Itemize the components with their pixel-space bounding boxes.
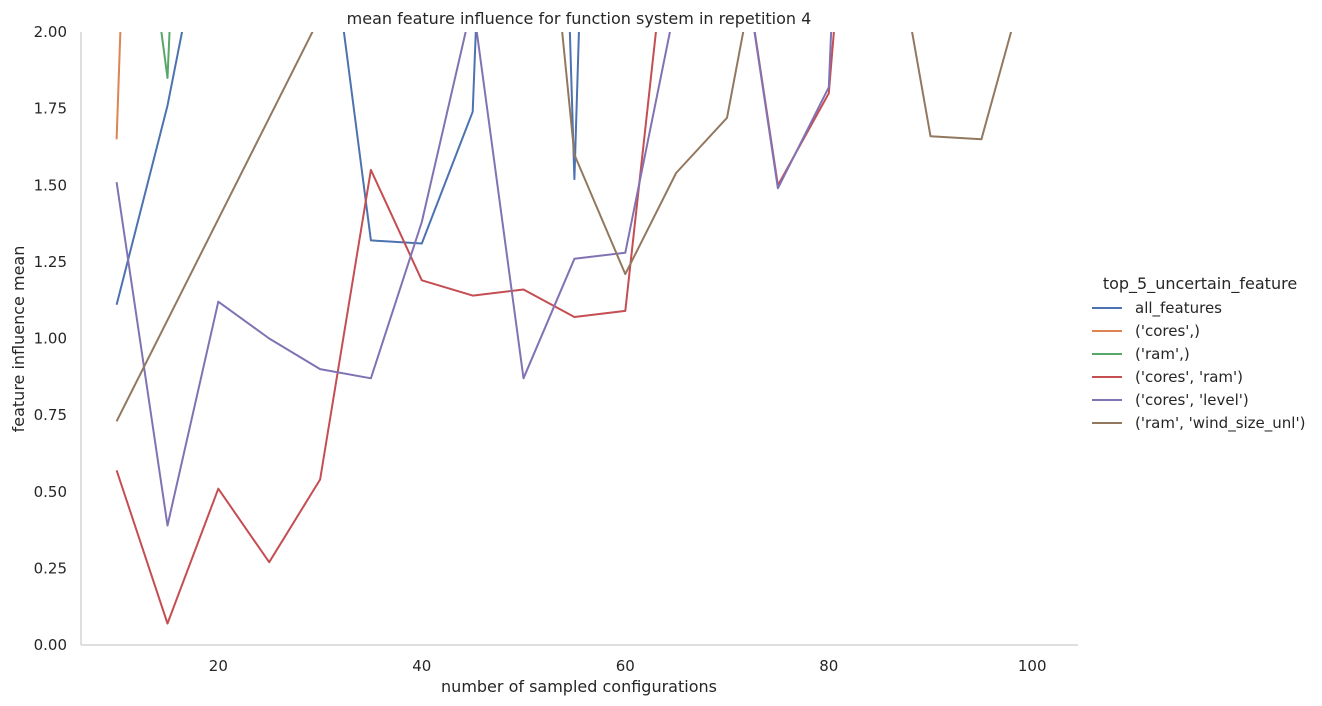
y-tick-label: 1.75 [34, 100, 67, 118]
series-line [115, 32, 833, 527]
x-tick-label: 40 [412, 657, 431, 675]
y-tick-label: 0.00 [34, 636, 67, 654]
y-tick-label: 1.00 [34, 330, 67, 348]
series-layer [115, 32, 1013, 625]
series-line [160, 32, 171, 79]
series-line [115, 32, 580, 306]
x-tick-label: 100 [1018, 657, 1047, 675]
x-axis-title: number of sampled configurations [441, 677, 717, 696]
x-tick-labels: 20 40 60 80 100 [209, 657, 1047, 675]
y-tick-label: 2.00 [34, 23, 67, 41]
legend-label: ('ram',) [1135, 345, 1190, 363]
legend-label: ('cores',) [1135, 322, 1200, 340]
legend-label: ('cores', 'level') [1135, 391, 1249, 409]
y-tick-label: 0.50 [34, 483, 67, 501]
x-tick-label: 20 [209, 657, 228, 675]
legend-label: ('ram', 'wind_size_unl') [1135, 414, 1305, 433]
legend-label: ('cores', 'ram') [1135, 368, 1243, 386]
series-line [115, 32, 835, 625]
y-tick-label: 1.50 [34, 176, 67, 194]
series-line [115, 32, 1013, 422]
chart-title: mean feature influence for function syst… [347, 9, 812, 28]
y-tick-label: 0.25 [34, 559, 67, 577]
legend-label: all_features [1135, 299, 1222, 318]
x-tick-label: 80 [819, 657, 838, 675]
y-tick-label: 0.75 [34, 406, 67, 424]
x-tick-label: 60 [616, 657, 635, 675]
legend-title: top_5_uncertain_feature [1103, 274, 1297, 294]
series-line [115, 32, 122, 140]
legend: top_5_uncertain_feature all_features ('co… [1092, 274, 1305, 433]
y-tick-label: 1.25 [34, 253, 67, 271]
y-tick-labels: 0.00 0.25 0.50 0.75 1.00 1.25 1.50 1.75 2.00 [34, 23, 67, 654]
y-axis-title: feature influence mean [9, 246, 28, 433]
